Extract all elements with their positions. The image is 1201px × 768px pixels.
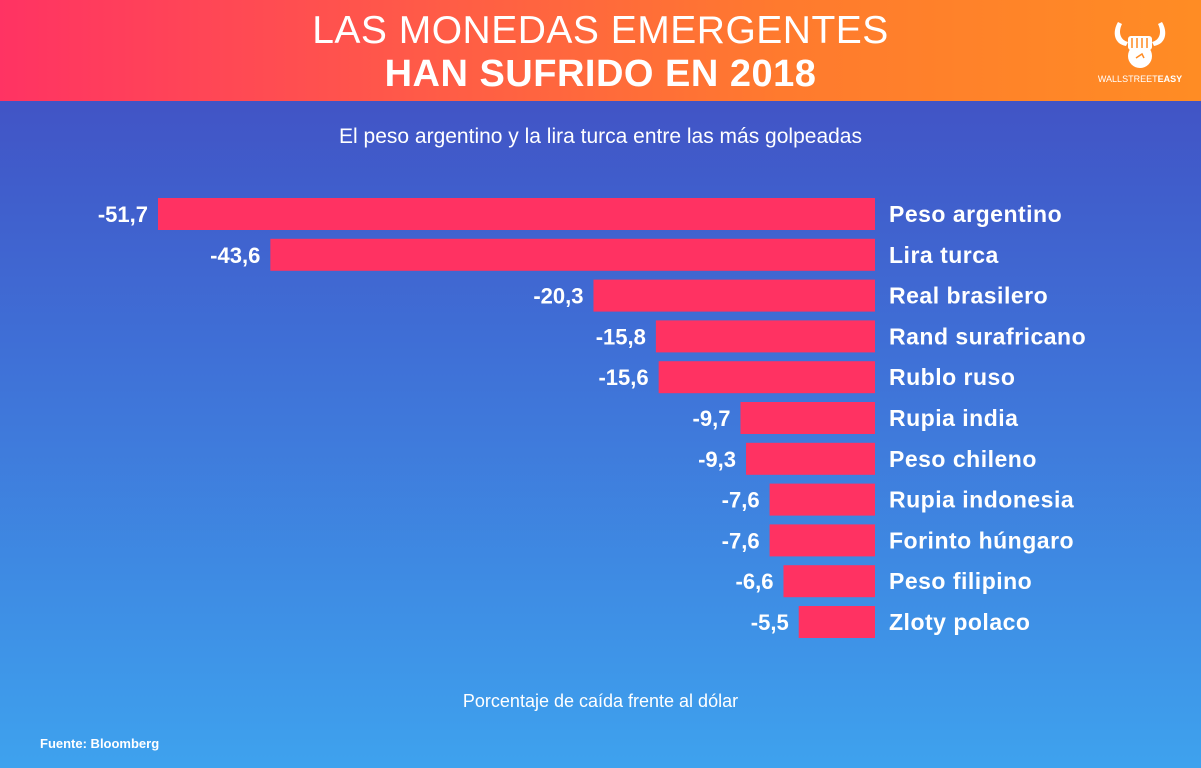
x-axis-label: Porcentaje de caída frente al dólar: [462, 691, 739, 711]
value-label: -15,6: [598, 365, 648, 390]
chart-title-line1: LAS MONEDAS EMERGENTES: [312, 9, 889, 52]
bull-fist-icon: [1114, 22, 1166, 68]
category-label: Real brasilero: [889, 283, 1048, 309]
value-label: -51,7: [98, 202, 148, 227]
logo-text-light: WALLSTREET: [1097, 74, 1158, 84]
category-label: Rand surafricano: [889, 323, 1086, 349]
category-label: Peso argentino: [889, 201, 1062, 227]
chart-title-line2: HAN SUFRIDO EN 2018: [384, 53, 817, 95]
bar-10: [798, 606, 875, 638]
bar-7: [769, 483, 875, 516]
value-label: -9,3: [698, 447, 736, 472]
category-label: Rupia india: [889, 405, 1018, 431]
bar-8: [769, 524, 875, 557]
bar-9: [783, 565, 875, 598]
bar-5: [740, 402, 875, 434]
category-label: Rupia indonesia: [889, 487, 1074, 513]
bar-2: [593, 279, 875, 312]
bar-0: [158, 198, 875, 230]
bar-6: [746, 442, 875, 475]
header-banner: LAS MONEDAS EMERGENTES HAN SUFRIDO EN 20…: [0, 0, 1201, 101]
bar-1: [270, 238, 876, 271]
category-label: Zloty polaco: [889, 609, 1030, 635]
value-label: -20,3: [533, 284, 583, 309]
logo-wordmark: WALLSTREETEASY: [1090, 74, 1190, 84]
logo-text-bold: EASY: [1157, 74, 1183, 84]
value-label: -15,8: [596, 324, 646, 349]
category-label: Lira turca: [889, 242, 999, 268]
value-label: -7,6: [722, 528, 760, 553]
wallstreeteasy-logo: WALLSTREETEASY: [1090, 18, 1190, 88]
bar-3: [655, 320, 875, 353]
source-note: Fuente: Bloomberg: [40, 736, 160, 751]
category-label: Peso filipino: [889, 568, 1032, 594]
value-label: -9,7: [693, 406, 731, 431]
category-label: Peso chileno: [889, 446, 1037, 472]
value-label: -5,5: [751, 610, 789, 635]
bar-4: [658, 361, 875, 394]
value-label: -6,6: [736, 569, 774, 594]
chart-subtitle: El peso argentino y la lira turca entre …: [339, 125, 862, 148]
category-label: Rublo ruso: [889, 364, 1015, 390]
value-label: -43,6: [210, 243, 260, 268]
value-label: -7,6: [722, 488, 760, 513]
category-label: Forinto húngaro: [889, 527, 1074, 553]
